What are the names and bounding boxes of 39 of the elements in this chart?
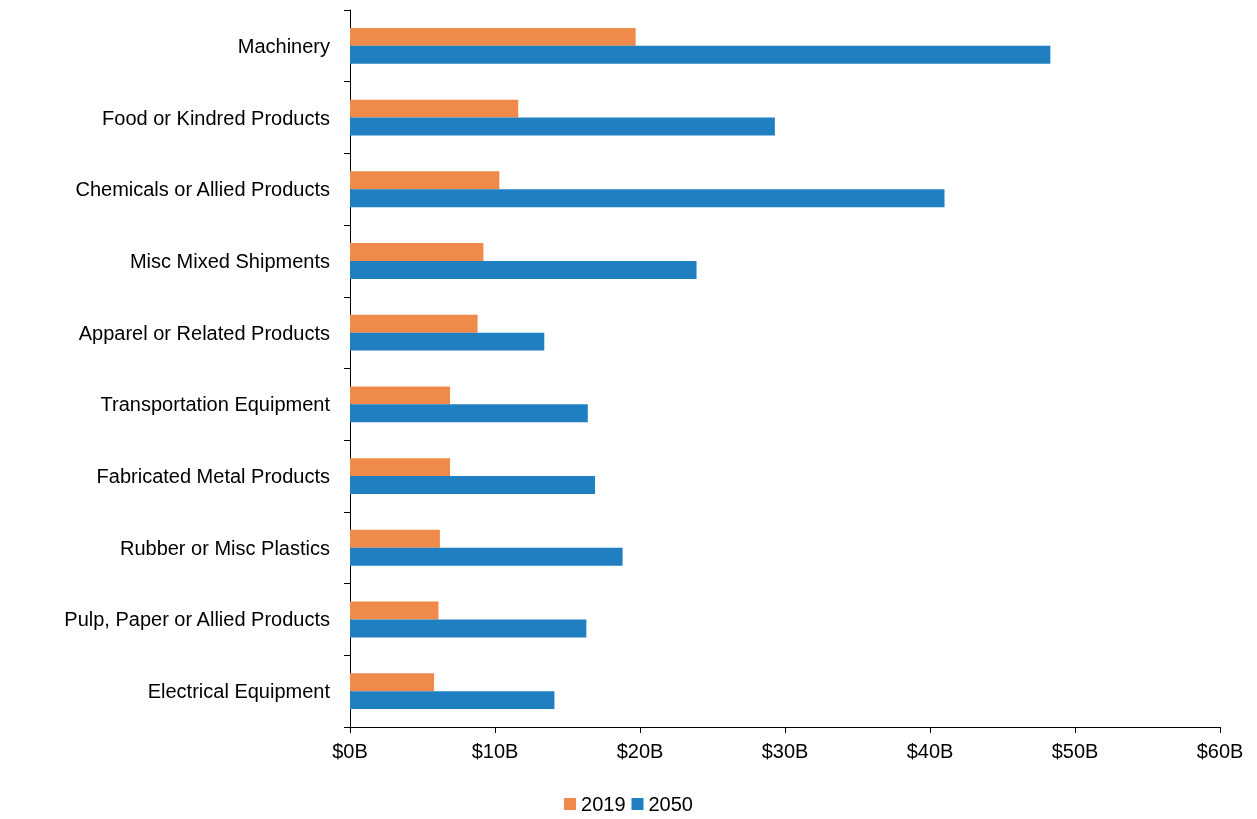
bar [350,404,588,423]
bar [350,601,439,620]
bar [350,260,697,279]
bar [350,45,1051,64]
bar [350,476,596,494]
y-tick-label: Transportation Equipment [100,393,331,416]
x-tick-label: $60B [1196,740,1244,762]
bar [350,458,451,477]
y-tick-label: Chemicals or Allied Products [75,178,330,201]
bar [350,332,545,351]
y-tick-label: Pulp, Paper or Allied Products [64,608,330,631]
x-tick-label: $50B [1051,740,1099,762]
bar [350,117,775,136]
bar [350,314,478,333]
x-tick-label: $0B [332,740,368,762]
bar [350,673,435,692]
x-tick-label: $40B [906,740,954,762]
y-tick-label: Misc Mixed Shipments [129,249,330,272]
bar [350,529,440,548]
bar [350,691,555,710]
y-tick-label: Fabricated Metal Products [96,465,330,488]
legend-label: 2050 [648,793,693,815]
y-tick-label: Apparel or Related Products [78,321,330,344]
y-tick-label: Food or Kindred Products [102,106,330,129]
bar [350,171,500,190]
bar [350,619,587,638]
bar [350,547,623,566]
x-tick-label: $10B [471,740,519,762]
y-tick-label: Rubber or Misc Plastics [119,536,330,559]
y-tick-label: Electrical Equipment [147,680,331,703]
legend-label: 2019 [581,793,626,815]
bar [350,99,519,118]
y-tick-label: Machinery [237,34,330,57]
bar [350,189,945,208]
bar [350,243,484,261]
x-tick-label: $30B [761,740,809,762]
bar [350,27,636,46]
x-tick-label: $20B [616,740,664,762]
bar [350,386,451,405]
